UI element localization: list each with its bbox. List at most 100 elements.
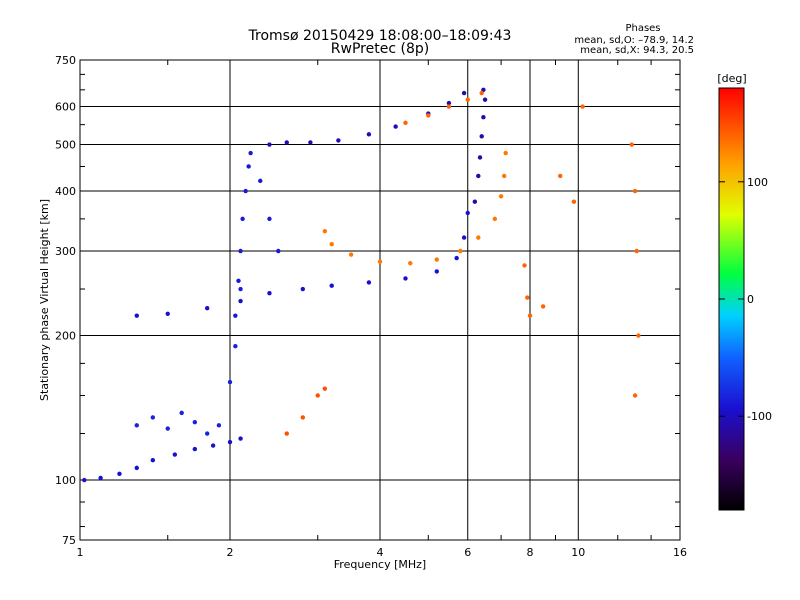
grid-lines [80, 60, 680, 540]
colorbar-tick-label: 0 [747, 293, 754, 306]
data-point [243, 188, 248, 194]
data-point [465, 210, 470, 216]
chart-subtitle: RwPretec (8p) [331, 41, 429, 57]
data-point [540, 304, 546, 309]
data-point [434, 269, 439, 274]
data-point [492, 216, 498, 222]
data-point [329, 241, 334, 247]
data-point [246, 164, 251, 169]
data-point [300, 415, 306, 420]
data-point [267, 216, 272, 222]
data-point [315, 393, 320, 398]
data-point [461, 235, 467, 240]
data-point [498, 194, 504, 199]
x-tick-label: 1 [77, 546, 84, 559]
data-point [336, 138, 341, 143]
data-point [233, 313, 238, 318]
data-point [366, 132, 372, 137]
data-point [501, 173, 507, 179]
data-point [571, 199, 577, 204]
y-tick-label: 600 [55, 101, 76, 114]
colorbar-tick-label: 100 [747, 176, 768, 189]
data-point [558, 173, 563, 179]
data-points [82, 87, 641, 483]
data-point [192, 446, 198, 452]
data-point [276, 248, 281, 254]
data-point [461, 90, 467, 96]
data-point [426, 113, 431, 118]
y-tick-label: 200 [55, 330, 76, 343]
stats-line-1: mean, sd,O: –78.9, 14.2 [574, 35, 694, 46]
data-point [329, 283, 334, 288]
x-tick-label: 8 [527, 546, 534, 559]
data-point [629, 142, 634, 147]
data-point [134, 313, 139, 318]
colorbar-ticks: 100 0 -100 [718, 87, 772, 511]
data-point [308, 140, 313, 145]
data-point [481, 115, 486, 120]
data-point [393, 124, 398, 129]
data-point [408, 260, 413, 266]
data-point [179, 410, 184, 416]
data-point [216, 423, 222, 428]
data-point [98, 475, 103, 481]
data-point [82, 477, 87, 483]
y-axis-label: Stationary phase Virtual Height [km] [38, 199, 51, 401]
data-point [322, 228, 328, 234]
stats-header: Phases [625, 23, 660, 34]
data-point [227, 439, 233, 445]
data-point [477, 155, 483, 160]
data-point [522, 263, 527, 268]
data-point [165, 426, 170, 431]
colorbar-frame [718, 87, 745, 511]
x-tick-label: 6 [464, 546, 471, 559]
data-point [238, 286, 243, 292]
data-point [479, 90, 484, 96]
data-point [233, 344, 238, 349]
data-point [348, 252, 354, 257]
data-point [117, 471, 122, 477]
data-point [134, 423, 139, 428]
data-point [446, 100, 452, 106]
data-point [366, 280, 372, 285]
data-point [300, 286, 306, 292]
data-point [134, 465, 139, 471]
data-point [236, 278, 241, 284]
data-point [580, 104, 585, 109]
data-point [472, 199, 478, 204]
data-point [248, 150, 253, 156]
data-point [446, 104, 452, 109]
data-point [481, 87, 486, 93]
data-point [634, 248, 639, 254]
data-point [479, 134, 484, 139]
y-tick-label: 750 [55, 54, 76, 67]
data-point [434, 257, 439, 262]
data-point [284, 431, 289, 436]
data-point [458, 248, 463, 254]
data-point [377, 259, 383, 264]
data-point [192, 419, 198, 425]
data-point [632, 393, 638, 398]
x-axis-label: Frequency [MHz] [334, 558, 426, 571]
y-tick-label: 100 [55, 474, 76, 487]
stats-line-2: mean, sd,X: 94.3, 20.5 [580, 45, 694, 56]
data-point [454, 255, 459, 261]
x-tick-label: 2 [227, 546, 234, 559]
data-point [258, 178, 263, 184]
y-tick-label: 500 [55, 139, 76, 152]
data-point [476, 235, 481, 240]
data-point [267, 142, 272, 147]
axes: 1 2 4 6 8 10 16 75 100 200 300 400 500 600 750 [55, 54, 687, 559]
x-tick-label: 16 [673, 546, 687, 559]
chart-title: Tromsø 20150429 18:08:00–18:09:43 [248, 28, 512, 44]
data-point [403, 120, 408, 125]
data-point [482, 97, 488, 102]
data-point [227, 379, 233, 385]
data-point [204, 431, 210, 436]
y-tick-label: 300 [55, 245, 76, 258]
colorbar-tick-label: -100 [747, 410, 772, 423]
data-point [238, 298, 243, 304]
data-point [636, 333, 641, 338]
plot-frame [79, 59, 681, 541]
